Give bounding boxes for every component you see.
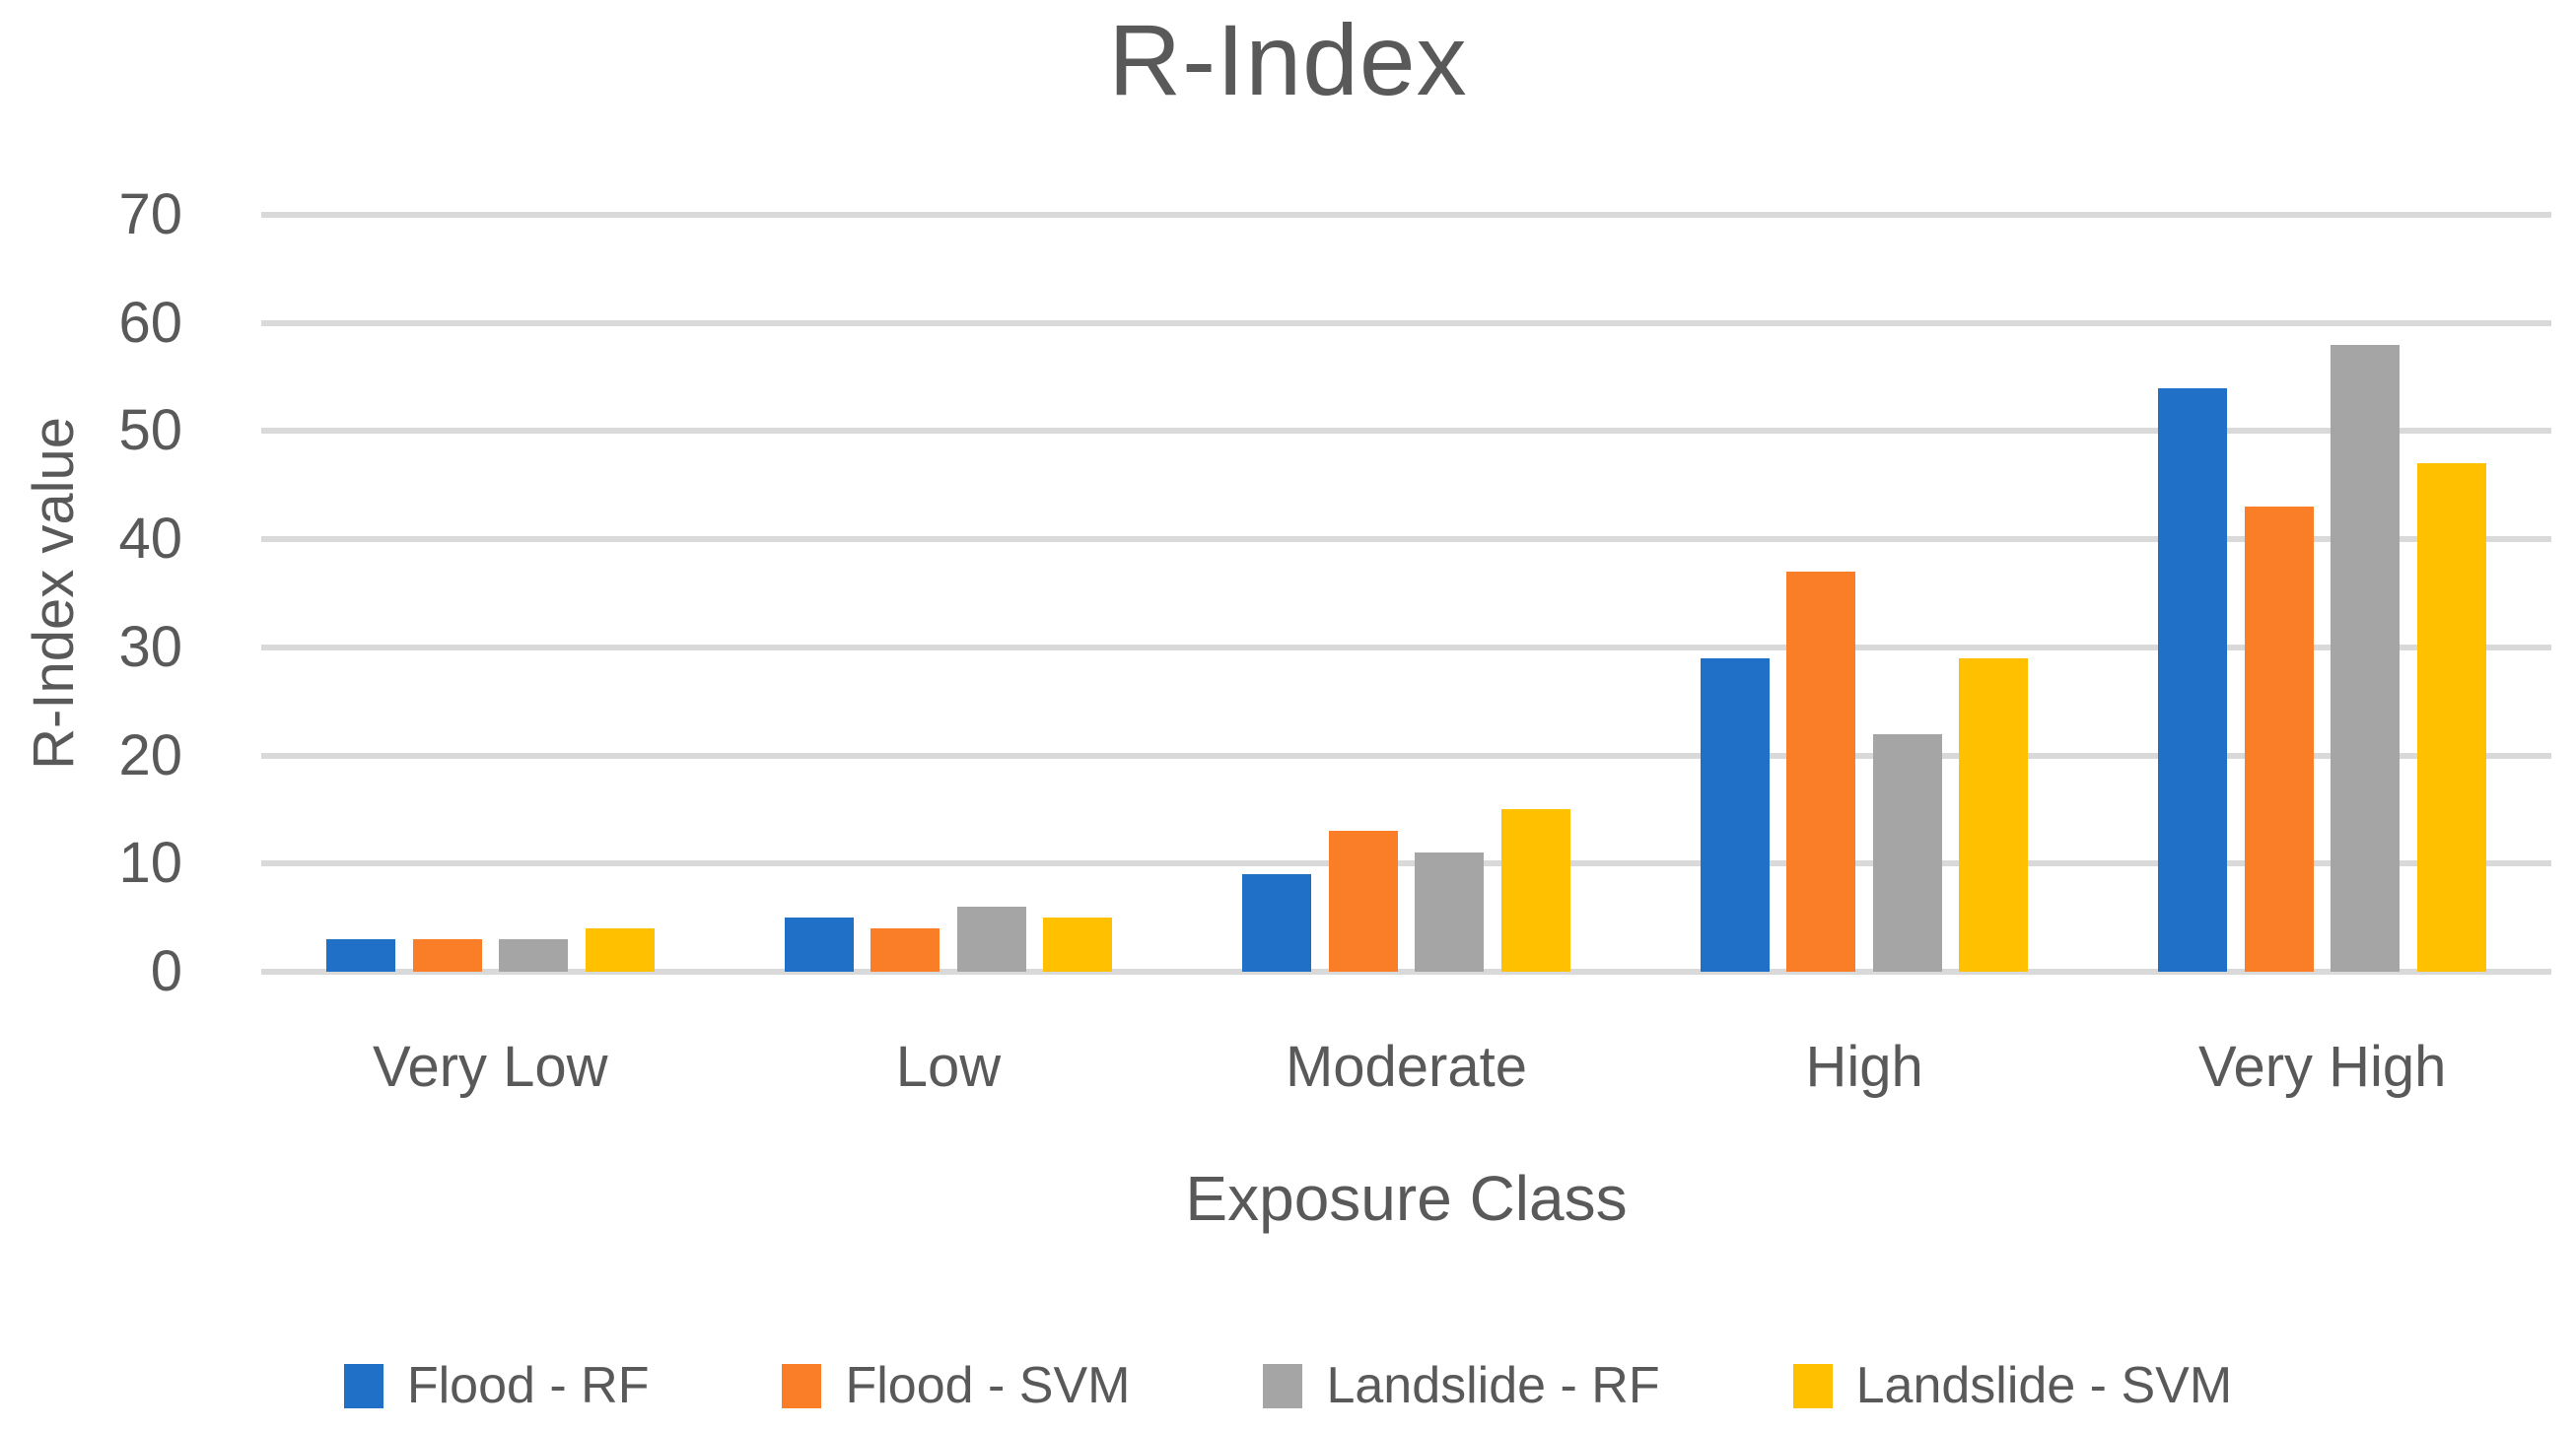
legend-item: Landslide - RF	[1263, 1355, 1660, 1416]
gridline	[261, 536, 2551, 543]
legend-item: Flood - SVM	[782, 1355, 1130, 1416]
bar	[784, 918, 854, 972]
y-axis-tick-label: 0	[150, 939, 182, 1003]
y-axis-tick-label: 70	[118, 182, 182, 246]
bar	[1500, 809, 1570, 972]
bar	[412, 939, 482, 972]
legend-item: Landslide - SVM	[1792, 1355, 2233, 1416]
bar	[2416, 463, 2486, 972]
bar	[1872, 733, 1942, 972]
bar	[585, 928, 655, 972]
bar	[1786, 572, 1856, 972]
x-axis-tick-label: Very Low	[373, 1035, 608, 1099]
y-axis-tick-label: 60	[118, 290, 182, 355]
gridline	[261, 319, 2551, 326]
gridline	[261, 644, 2551, 650]
legend: Flood - RF Flood - SVM Landslide - RF Lands…	[0, 1355, 2576, 1416]
y-axis-tick-label: 20	[118, 722, 182, 787]
bar	[1415, 852, 1485, 972]
bar	[2331, 344, 2401, 972]
y-axis-title: R-Index value	[21, 417, 86, 770]
x-axis-tick-label: Low	[895, 1035, 1002, 1099]
y-axis-tick-label: 50	[118, 398, 182, 463]
bar	[2244, 507, 2314, 972]
legend-marker-icon	[782, 1363, 822, 1408]
y-axis-tick-label: 40	[118, 507, 182, 572]
gridline	[261, 860, 2551, 867]
legend-label: Landslide - RF	[1326, 1357, 1660, 1414]
legend-marker-icon	[1792, 1363, 1833, 1408]
legend-label: Landslide - SVM	[1855, 1357, 2233, 1414]
bar	[1959, 657, 2029, 972]
bar	[499, 939, 569, 972]
legend-marker-icon	[1263, 1363, 1303, 1408]
legend-marker-icon	[343, 1363, 383, 1408]
bar	[1043, 918, 1113, 972]
gridline	[261, 212, 2551, 218]
legend-item: Flood - RF	[343, 1355, 650, 1416]
x-axis-tick-label: Very High	[2197, 1035, 2447, 1099]
legend-label: Flood - SVM	[845, 1357, 1131, 1414]
bar	[326, 939, 396, 972]
x-axis-title: Exposure Class	[1185, 1163, 1628, 1234]
bar	[956, 907, 1026, 972]
bar	[1700, 657, 1770, 972]
y-axis-tick-label: 30	[118, 614, 182, 679]
bar	[2158, 387, 2228, 972]
chart-title: R-Index	[1108, 4, 1468, 116]
bar	[1328, 831, 1398, 972]
gridline	[261, 969, 2551, 975]
bar	[1242, 874, 1312, 972]
gridline	[261, 752, 2551, 759]
gridline	[261, 428, 2551, 435]
y-axis-tick-label: 10	[118, 831, 182, 896]
x-axis-tick-label: Moderate	[1285, 1035, 1527, 1099]
bar	[870, 928, 940, 972]
x-axis-tick-label: High	[1805, 1035, 1923, 1099]
legend-label: Flood - RF	[406, 1357, 650, 1414]
